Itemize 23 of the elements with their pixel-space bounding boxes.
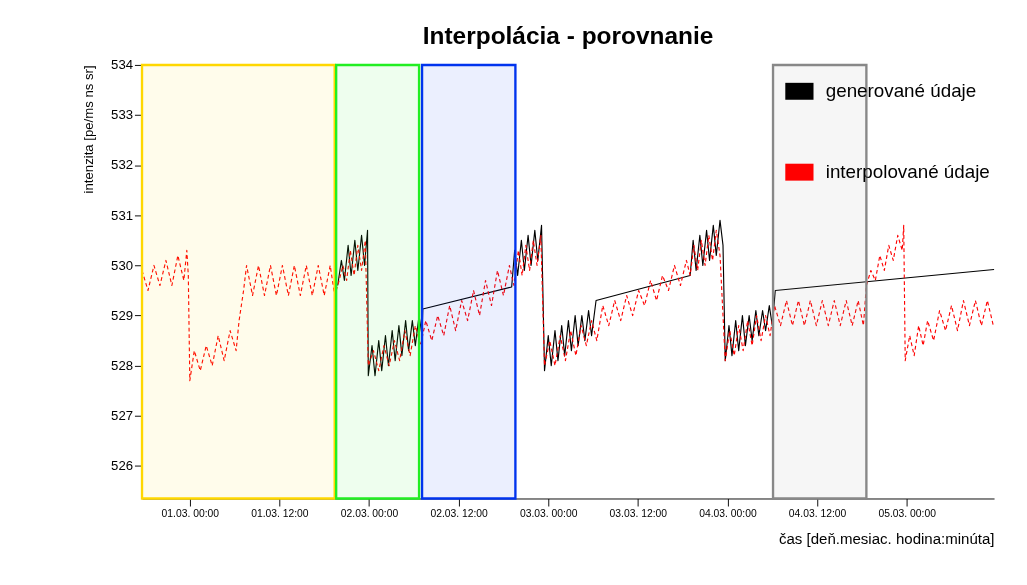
- y-tick-label: 527: [111, 408, 134, 424]
- y-tick-label: 530: [111, 257, 134, 273]
- y-tick-label: 533: [111, 107, 134, 123]
- y-tick-label: 526: [111, 458, 134, 474]
- y-tick-label: 532: [111, 157, 134, 173]
- x-tick-label: 02.03. 12:00: [430, 507, 489, 519]
- legend-label: generované údaje: [825, 79, 977, 101]
- x-axis-title: čas [deň.mesiac. hodina:minúta]: [778, 530, 995, 548]
- x-tick-label: 01.03. 00:00: [161, 507, 220, 519]
- chart-title: Interpolácia - porovnanie: [422, 22, 714, 50]
- x-tick-label: 02.03. 00:00: [340, 507, 399, 519]
- x-tick-label: 01.03. 12:00: [251, 507, 309, 519]
- legend-label: interpolované údaje: [825, 160, 990, 182]
- x-tick-label: 04.03. 12:00: [788, 507, 847, 519]
- y-tick-label: 528: [111, 357, 134, 373]
- x-tick-label: 03.03. 00:00: [520, 507, 578, 519]
- x-tick-label: 03.03. 12:00: [609, 507, 668, 519]
- y-tick-label: 531: [111, 207, 134, 223]
- y-tick-label: 534: [111, 57, 134, 73]
- y-axis-title: intenzita [pe/ms ns sr]: [81, 65, 97, 194]
- x-tick-label: 04.03. 00:00: [699, 507, 757, 519]
- y-tick-label: 529: [111, 307, 134, 323]
- x-tick-label: 05.03. 00:00: [878, 507, 937, 519]
